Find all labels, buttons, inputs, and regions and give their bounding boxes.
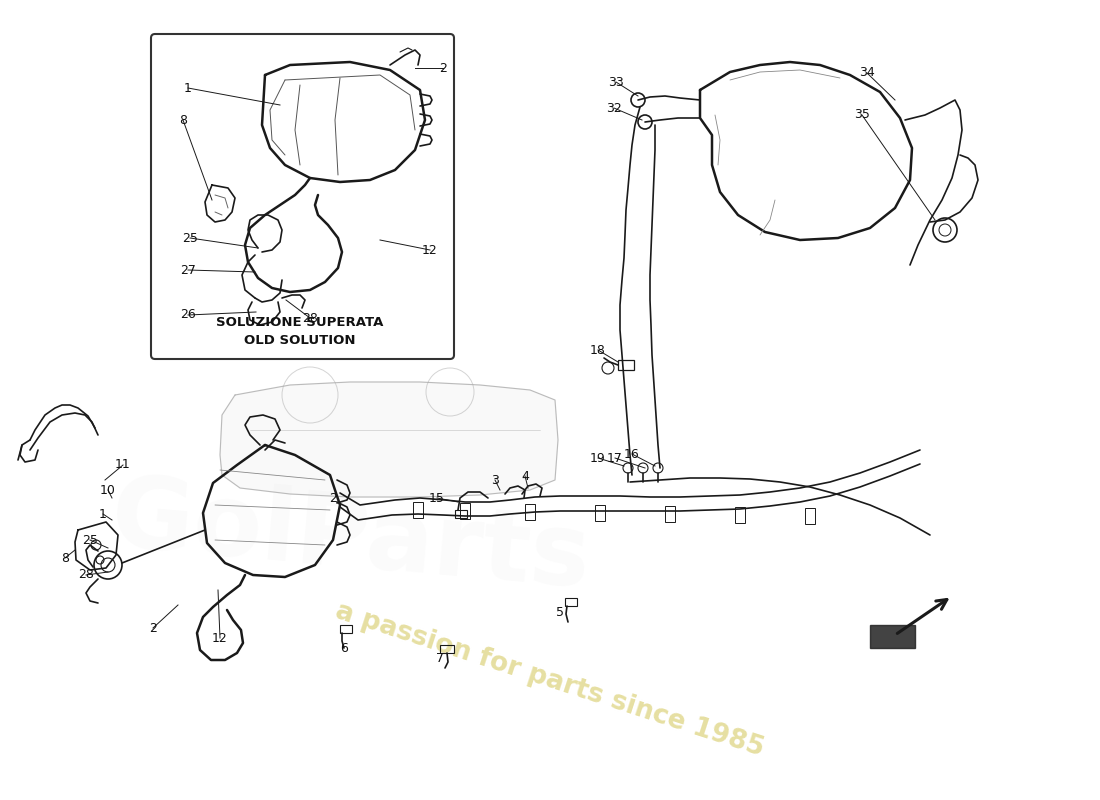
Text: GolParts: GolParts bbox=[107, 470, 593, 610]
Text: a passion for parts since 1985: a passion for parts since 1985 bbox=[332, 598, 768, 762]
Text: 17: 17 bbox=[607, 451, 623, 465]
Bar bbox=[525, 504, 535, 520]
Bar bbox=[455, 510, 468, 518]
Text: 26: 26 bbox=[180, 309, 196, 322]
Bar bbox=[666, 506, 675, 522]
Bar bbox=[460, 502, 470, 518]
Text: 28: 28 bbox=[78, 569, 94, 582]
Text: 25: 25 bbox=[183, 231, 198, 245]
Text: 18: 18 bbox=[590, 343, 606, 357]
Text: 16: 16 bbox=[624, 447, 640, 461]
Text: 33: 33 bbox=[608, 75, 624, 89]
Text: 32: 32 bbox=[606, 102, 621, 114]
Polygon shape bbox=[220, 382, 558, 497]
Bar bbox=[805, 508, 815, 524]
Text: 2: 2 bbox=[439, 62, 447, 74]
FancyBboxPatch shape bbox=[151, 34, 454, 359]
Bar bbox=[618, 360, 634, 370]
Text: 8: 8 bbox=[60, 551, 69, 565]
Bar bbox=[412, 502, 424, 518]
Text: 28: 28 bbox=[302, 311, 318, 325]
Text: OLD SOLUTION: OLD SOLUTION bbox=[244, 334, 355, 346]
Bar bbox=[595, 505, 605, 521]
Text: 7: 7 bbox=[436, 651, 444, 665]
Text: 2: 2 bbox=[150, 622, 157, 634]
Text: 12: 12 bbox=[422, 243, 438, 257]
Polygon shape bbox=[870, 625, 915, 648]
Text: 8: 8 bbox=[179, 114, 187, 126]
Text: 1: 1 bbox=[184, 82, 191, 94]
Text: 12: 12 bbox=[212, 631, 228, 645]
Bar bbox=[340, 625, 352, 633]
Text: 27: 27 bbox=[180, 263, 196, 277]
Text: 3: 3 bbox=[491, 474, 499, 486]
Text: 6: 6 bbox=[340, 642, 348, 654]
Text: 5: 5 bbox=[556, 606, 564, 618]
Text: 4: 4 bbox=[521, 470, 529, 482]
Text: 34: 34 bbox=[859, 66, 874, 79]
Text: 10: 10 bbox=[100, 483, 116, 497]
Text: 11: 11 bbox=[116, 458, 131, 471]
Bar bbox=[565, 598, 578, 606]
Bar bbox=[440, 645, 454, 653]
Text: SOLUZIONE SUPERATA: SOLUZIONE SUPERATA bbox=[217, 317, 384, 330]
Text: 19: 19 bbox=[590, 451, 606, 465]
Text: 2: 2 bbox=[329, 493, 337, 506]
Text: 35: 35 bbox=[854, 109, 870, 122]
Text: 25: 25 bbox=[82, 534, 98, 546]
Bar bbox=[735, 507, 745, 523]
Text: 1: 1 bbox=[99, 507, 107, 521]
Text: 15: 15 bbox=[429, 491, 444, 505]
